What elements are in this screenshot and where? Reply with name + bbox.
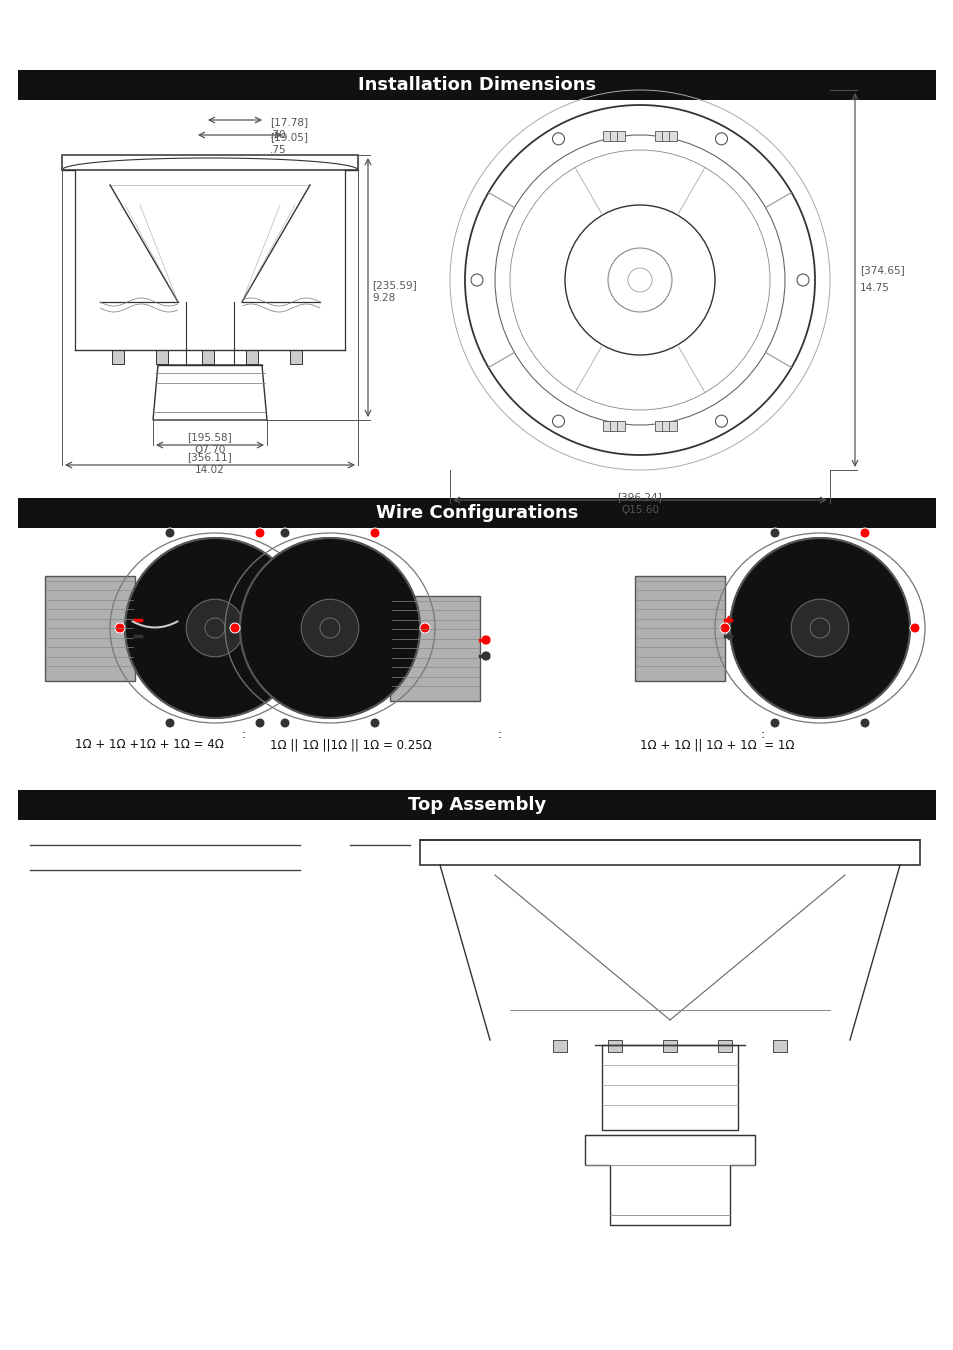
FancyBboxPatch shape (635, 575, 724, 680)
Text: .75: .75 (270, 144, 286, 155)
Circle shape (725, 616, 735, 625)
Bar (654, 421, 661, 431)
Text: Wire Configurations: Wire Configurations (375, 504, 578, 522)
Text: [374.65]: [374.65] (859, 265, 903, 275)
Text: Top Assembly: Top Assembly (408, 796, 545, 814)
Bar (202, 350, 213, 365)
Bar (156, 350, 168, 365)
Bar (668, 131, 676, 142)
Bar (18, 498, 935, 528)
Circle shape (280, 718, 290, 728)
Text: Ϙ7.70: Ϙ7.70 (194, 446, 226, 455)
Bar (603, 421, 611, 431)
Text: 1Ω + 1Ω || 1Ω + 1Ω  = 1Ω: 1Ω + 1Ω || 1Ω + 1Ω = 1Ω (639, 738, 794, 752)
Text: Installation Dimensions: Installation Dimensions (357, 76, 596, 95)
Bar (617, 131, 625, 142)
Circle shape (480, 634, 491, 645)
Circle shape (186, 599, 244, 657)
Circle shape (240, 539, 419, 718)
Circle shape (230, 622, 240, 633)
Circle shape (859, 718, 869, 728)
Bar (654, 131, 661, 142)
Text: .70: .70 (270, 130, 286, 140)
Bar (603, 131, 611, 142)
Text: 9.28: 9.28 (372, 293, 395, 302)
Text: :: : (497, 729, 501, 741)
Circle shape (254, 718, 265, 728)
Text: :: : (760, 729, 764, 741)
FancyBboxPatch shape (45, 575, 135, 680)
Circle shape (909, 622, 919, 633)
Text: 1Ω || 1Ω ||1Ω || 1Ω = 0.25Ω: 1Ω || 1Ω ||1Ω || 1Ω = 0.25Ω (270, 738, 432, 752)
Bar (662, 1040, 677, 1052)
Text: [17.78]: [17.78] (270, 117, 308, 127)
Circle shape (796, 274, 808, 286)
Text: Ϙ15.60: Ϙ15.60 (620, 505, 659, 514)
Circle shape (769, 718, 780, 728)
Circle shape (471, 274, 482, 286)
Text: [195.58]: [195.58] (188, 432, 233, 441)
Text: 14.75: 14.75 (859, 284, 889, 293)
Circle shape (729, 539, 909, 718)
Bar (246, 350, 257, 365)
Circle shape (301, 599, 358, 657)
Circle shape (725, 630, 735, 641)
Text: [235.59]: [235.59] (372, 279, 416, 290)
Text: :: : (242, 729, 246, 741)
Bar (772, 1040, 786, 1052)
Circle shape (715, 132, 727, 144)
Circle shape (859, 528, 869, 539)
Circle shape (370, 528, 379, 539)
Circle shape (790, 599, 848, 657)
Text: [396.24]: [396.24] (617, 491, 661, 502)
Bar (18, 70, 935, 100)
Circle shape (480, 651, 491, 661)
Circle shape (305, 622, 314, 633)
Circle shape (280, 528, 290, 539)
Circle shape (254, 528, 265, 539)
Circle shape (136, 630, 146, 641)
Circle shape (419, 622, 430, 633)
Circle shape (370, 718, 379, 728)
Text: 1Ω + 1Ω +1Ω + 1Ω = 4Ω: 1Ω + 1Ω +1Ω + 1Ω = 4Ω (75, 738, 224, 752)
Bar (553, 1040, 566, 1052)
Circle shape (769, 528, 780, 539)
Circle shape (136, 616, 146, 625)
Circle shape (720, 622, 729, 633)
Bar (112, 350, 124, 365)
Bar (601, 1045, 738, 1130)
FancyBboxPatch shape (390, 595, 479, 701)
Circle shape (715, 416, 727, 427)
Circle shape (165, 718, 174, 728)
Bar (718, 1040, 731, 1052)
Bar (660, 421, 669, 431)
Bar (18, 790, 935, 819)
Bar (617, 421, 625, 431)
Bar (607, 1040, 621, 1052)
Bar (660, 131, 669, 142)
Circle shape (165, 528, 174, 539)
Bar (610, 131, 618, 142)
Text: [356.11]: [356.11] (188, 452, 233, 462)
Bar (290, 350, 302, 365)
Circle shape (125, 539, 305, 718)
Bar (610, 421, 618, 431)
Bar (668, 421, 676, 431)
Text: [19.05]: [19.05] (270, 132, 308, 142)
Circle shape (552, 132, 564, 144)
Circle shape (115, 622, 125, 633)
Circle shape (552, 416, 564, 427)
Bar (419, 840, 919, 865)
Text: 14.02: 14.02 (195, 464, 225, 475)
